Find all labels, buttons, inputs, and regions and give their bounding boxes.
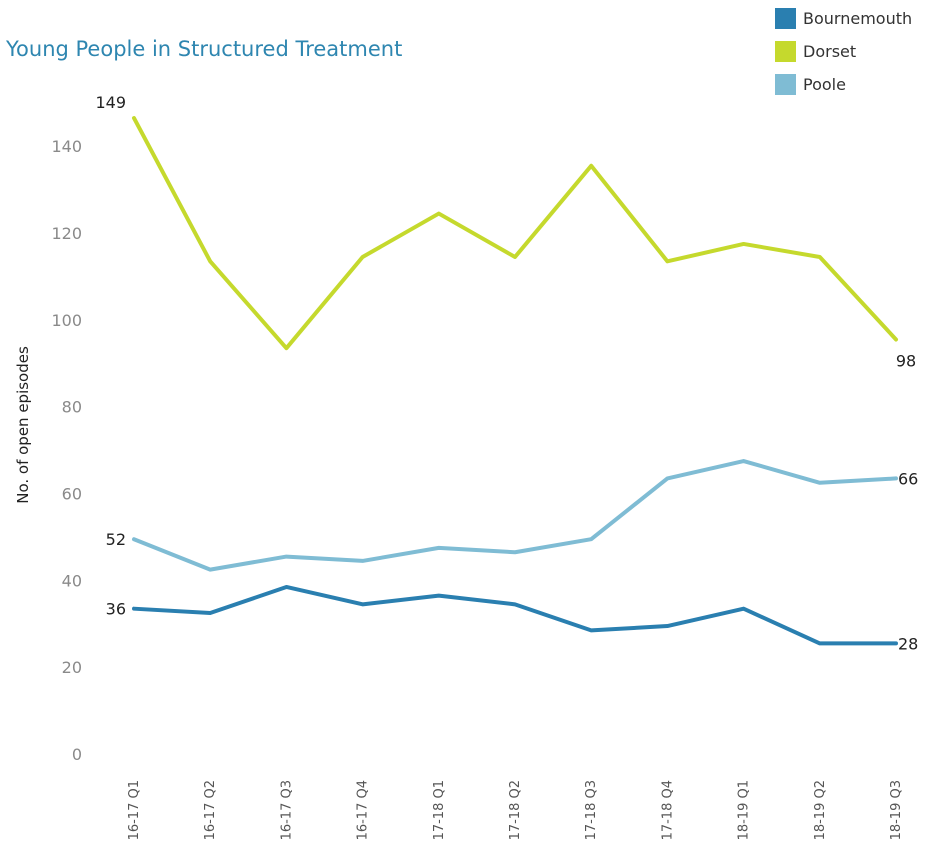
x-tick-label: 17-18 Q2	[508, 780, 523, 840]
y-tick-label: 80	[62, 398, 82, 417]
x-tick-label: 16-17 Q1	[127, 780, 142, 840]
y-tick-label: 40	[62, 571, 82, 590]
series-line-dorset	[134, 118, 896, 348]
y-tick-label: 120	[51, 224, 82, 243]
y-tick-label: 0	[72, 745, 82, 764]
data-label: 52	[106, 530, 126, 549]
data-label: 149	[95, 93, 126, 112]
legend-swatch	[775, 41, 796, 62]
x-tick-label: 18-19 Q3	[889, 780, 904, 840]
legend-swatch	[775, 74, 796, 95]
series-line-bournemouth	[134, 587, 896, 643]
y-tick-label: 20	[62, 658, 82, 677]
y-tick-label: 100	[51, 311, 82, 330]
x-tick-label: 18-19 Q2	[813, 780, 828, 840]
series-lines	[134, 118, 896, 643]
legend-label: Bournemouth	[803, 9, 912, 28]
x-tick-label: 17-18 Q3	[584, 780, 599, 840]
data-label: 98	[896, 351, 916, 370]
legend: Bournemouth Dorset Poole	[775, 8, 912, 95]
x-axis-ticks: 16-17 Q1 16-17 Q2 16-17 Q3 16-17 Q4 17-18 Q1…	[127, 780, 904, 840]
data-label: 36	[106, 600, 126, 619]
x-tick-label: 16-17 Q3	[279, 780, 294, 840]
x-tick-label: 17-18 Q1	[432, 780, 447, 840]
y-tick-label: 140	[51, 137, 82, 156]
y-axis-label: No. of open episodes	[14, 346, 32, 504]
data-label: 28	[898, 634, 918, 653]
chart-title: Young People in Structured Treatment	[5, 37, 402, 61]
series-line-poole	[134, 461, 896, 570]
x-tick-label: 16-17 Q2	[203, 780, 218, 840]
y-tick-label: 60	[62, 484, 82, 503]
legend-label: Poole	[803, 75, 846, 94]
x-tick-label: 17-18 Q4	[660, 780, 675, 840]
legend-label: Dorset	[803, 42, 856, 61]
data-label: 66	[898, 469, 918, 488]
legend-swatch	[775, 8, 796, 29]
y-axis-ticks: 0 20 40 60 80 100 120 140	[51, 137, 82, 764]
x-tick-label: 18-19 Q1	[737, 780, 752, 840]
x-tick-label: 16-17 Q4	[356, 780, 371, 840]
